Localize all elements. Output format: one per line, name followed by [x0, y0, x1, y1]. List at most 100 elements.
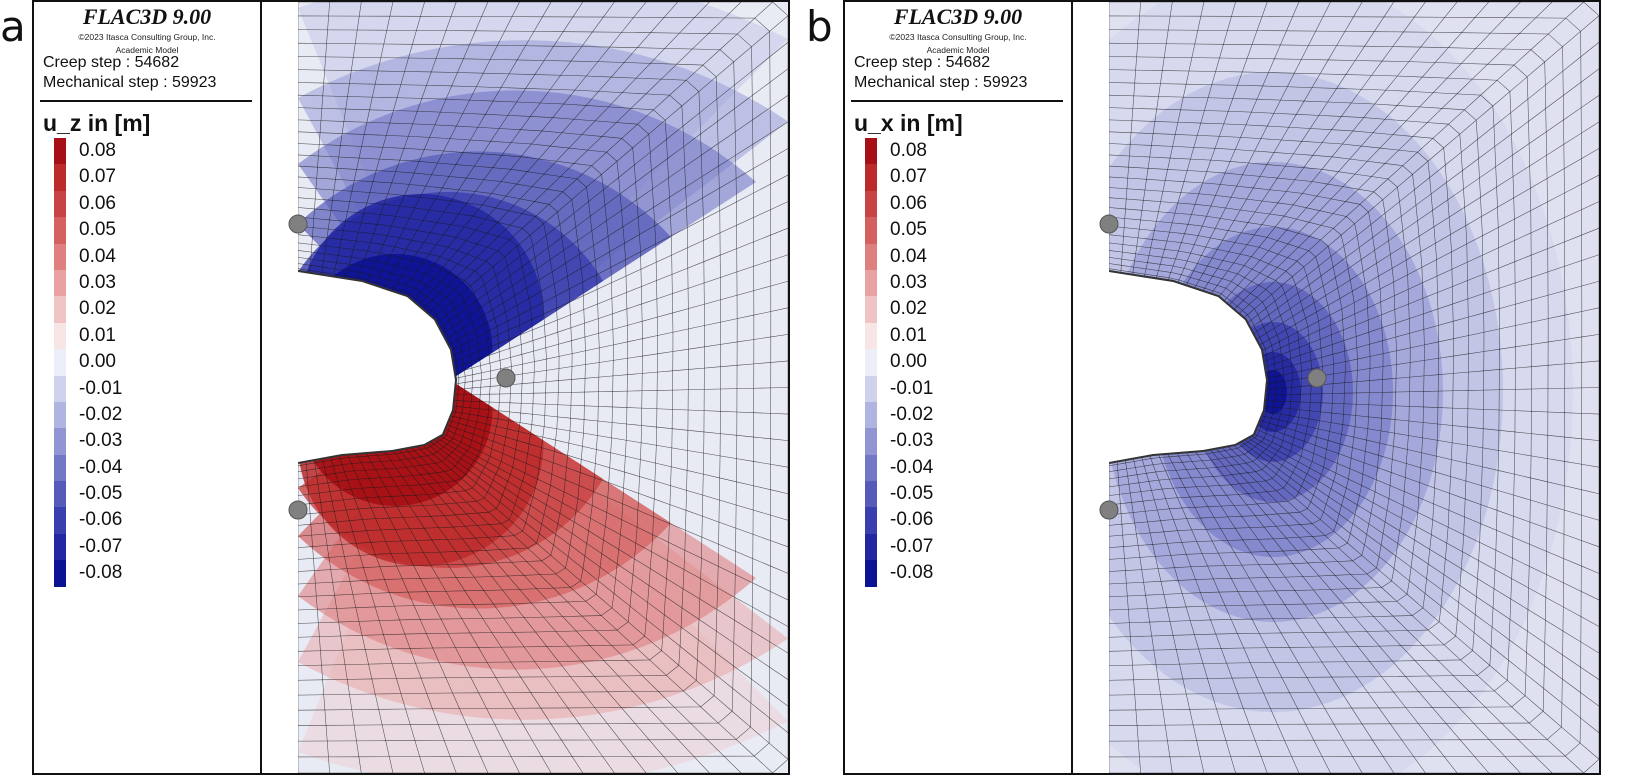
color-scale-tick-label: 0.08	[890, 140, 927, 161]
color-scale-tick-label: 0.02	[890, 298, 927, 320]
mesh-line	[449, 415, 788, 494]
mesh-line	[452, 405, 788, 441]
mesh-line	[412, 2, 678, 302]
color-scale-tick-label: -0.03	[890, 430, 934, 452]
mesh-line	[452, 400, 788, 415]
mesh-line	[435, 437, 788, 654]
mesh-line	[383, 450, 615, 773]
color-scale-swatch	[865, 507, 877, 534]
mesh-line	[1243, 438, 1599, 680]
mesh-line	[1238, 2, 1584, 315]
color-scale-swatch	[54, 533, 66, 561]
mesh-line	[407, 2, 647, 298]
mesh-line	[1202, 2, 1395, 292]
color-scale-swatch	[54, 481, 66, 508]
cavity-opening	[1073, 272, 1266, 462]
color-scale-tick-label: -0.05	[890, 483, 934, 505]
mesh-line	[1249, 68, 1599, 330]
mesh-line	[454, 307, 788, 379]
mesh-line	[309, 2, 330, 274]
color-scale-swatch	[865, 190, 877, 218]
color-scale-tick-label: 0.06	[890, 192, 927, 214]
mesh-line	[1246, 437, 1599, 654]
mesh-line	[1264, 281, 1599, 374]
mesh-line	[1262, 410, 1599, 468]
mesh-line	[1265, 334, 1599, 385]
mesh-line	[1218, 2, 1458, 298]
color-scale-bar	[54, 138, 66, 587]
mesh-line	[1166, 452, 1331, 773]
color-scale-tick-label: 0.04	[79, 245, 116, 267]
mesh-line	[1255, 428, 1599, 574]
color-scale-swatch	[865, 428, 877, 455]
mesh-line	[1149, 454, 1268, 773]
color-scale-labels: 0.08 0.07 0.06 0.05 0.04 0.03 0.02 0.01 0.00 -0.0…	[79, 138, 122, 587]
mesh-line	[454, 334, 788, 385]
color-scale-tick-label: 0.00	[79, 351, 116, 373]
color-scale-swatch	[54, 269, 66, 297]
mesh-line	[1132, 2, 1173, 276]
mesh-line	[1260, 415, 1599, 494]
color-scale-swatch	[54, 401, 66, 429]
mesh-line	[444, 428, 788, 574]
mesh-line	[346, 453, 489, 773]
color-scale-swatch	[54, 507, 66, 534]
color-scale-tick-label: 0.07	[79, 166, 116, 188]
mesh-line	[445, 424, 788, 548]
mesh-line	[447, 148, 788, 346]
mesh-grid	[1108, 2, 1599, 773]
mesh-line	[1120, 2, 1141, 274]
panel-label-a: a	[0, 2, 26, 51]
mesh-line	[441, 95, 788, 335]
mesh-line	[447, 419, 788, 521]
mesh-line	[1167, 2, 1268, 282]
color-scale-labels: 0.08 0.07 0.06 0.05 0.04 0.03 0.02 0.01 0.00 -0.0…	[890, 138, 933, 587]
monitoring-point-marker	[288, 500, 308, 520]
color-scale-tick-label: 0.00	[890, 351, 927, 373]
edition-text: Academic Model	[926, 45, 990, 55]
mesh-line	[1124, 459, 1173, 773]
color-scale-bar	[865, 138, 877, 587]
mesh-line	[1261, 201, 1599, 357]
mesh-line	[1223, 2, 1489, 302]
color-scale-swatch	[865, 138, 877, 165]
mesh-line	[1263, 254, 1599, 368]
mesh-line	[1143, 2, 1205, 278]
mesh-line	[1194, 450, 1426, 773]
mesh-line	[1252, 95, 1599, 335]
color-scale-tick-label: 0.03	[890, 271, 927, 293]
color-scale-tick-label: -0.08	[890, 562, 934, 584]
mesh-line	[1203, 449, 1458, 773]
mesh-line	[356, 2, 457, 282]
color-scale-swatch	[54, 349, 66, 376]
mesh-line	[1253, 432, 1599, 601]
mesh-line	[399, 2, 615, 295]
legend-panel-a: FLAC3D 9.00 ©2023 Itasca Consulting Grou…	[34, 2, 262, 773]
mesh-line	[1228, 2, 1521, 307]
mesh-line	[425, 442, 788, 733]
mesh-line	[321, 457, 394, 773]
mesh-line	[1264, 387, 1599, 396]
mesh-line	[1263, 400, 1599, 415]
mesh-line	[1246, 42, 1599, 324]
mesh-line	[1177, 2, 1300, 284]
color-scale-tick-label: -0.03	[79, 430, 123, 452]
mesh-line	[305, 460, 330, 773]
mesh-line	[452, 254, 788, 368]
mesh-line	[374, 2, 520, 287]
contour-plot-a	[262, 2, 788, 773]
mesh-line	[1256, 424, 1599, 548]
mesh-line	[1255, 121, 1599, 341]
color-scale-tick-label: -0.08	[79, 562, 123, 584]
contour-quantity-label: u_z in [m]	[43, 110, 151, 136]
mesh-line	[344, 2, 425, 280]
mesh-line	[1116, 460, 1141, 773]
color-scale-tick-label: -0.01	[890, 377, 934, 399]
software-title: FLAC3D 9.00	[82, 4, 212, 29]
color-scale-swatch	[54, 296, 66, 323]
color-scale-tick-label: -0.01	[79, 377, 123, 399]
mesh-line	[1193, 2, 1363, 290]
mesh-line	[1250, 435, 1599, 627]
contour-plot-b	[1073, 2, 1599, 773]
monitoring-point-marker	[288, 214, 308, 234]
